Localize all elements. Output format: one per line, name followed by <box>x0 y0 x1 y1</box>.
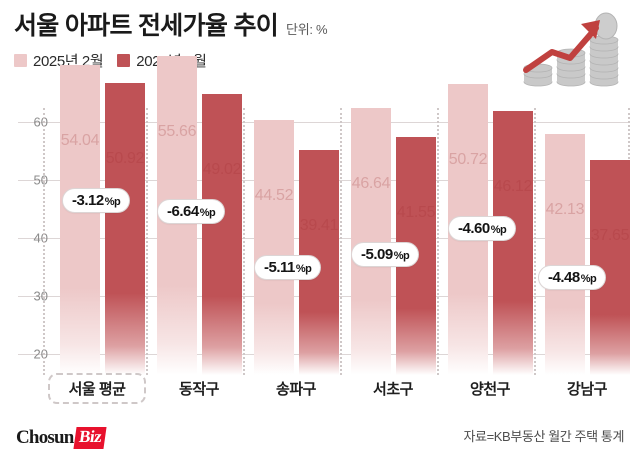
delta-value: -5.09 <box>361 246 393 263</box>
ytick-label-30: 30 <box>33 288 48 304</box>
value-label-2025-송파구: 44.52 <box>254 187 294 204</box>
bar-fill <box>545 134 585 375</box>
value-label-2026-서초구: 41.55 <box>396 204 436 221</box>
category-separator <box>146 108 148 375</box>
title-row: 서울 아파트 전세가율 추이 단위: % <box>14 12 328 40</box>
chosunbiz-logo: Chosun Biz <box>16 427 107 449</box>
delta-value: -5.11 <box>264 259 295 276</box>
value-label-2025-동작구: 55.66 <box>157 123 197 140</box>
delta-value: -4.48 <box>548 269 580 286</box>
bar-fill <box>493 111 533 375</box>
bar-fill <box>202 94 242 375</box>
category-separator <box>534 108 536 375</box>
category-separator <box>43 108 45 375</box>
bar-fill <box>254 120 294 375</box>
value-label-2026-송파구: 39.41 <box>299 217 339 234</box>
bar-2026-양천구 <box>493 111 533 375</box>
delta-unit: %p <box>104 196 121 208</box>
delta-badge-서초구: -5.09 %p <box>351 242 420 267</box>
category-label-양천구: 양천구 <box>470 381 510 398</box>
category-label-서울평균: 서울 평균 <box>48 373 146 404</box>
bar-fill <box>105 83 145 375</box>
category-label-송파구: 송파구 <box>276 381 316 398</box>
category-label-강남구: 강남구 <box>567 381 607 398</box>
delta-badge-양천구: -4.60 %p <box>448 216 517 241</box>
logo-text-biz: Biz <box>72 427 107 449</box>
bar-fill <box>351 108 391 375</box>
ytick-label-50: 50 <box>33 172 48 188</box>
coin-stack-growth-arrow-icon <box>523 12 619 87</box>
delta-badge-송파구: -5.11 %p <box>254 255 322 280</box>
value-label-2025-양천구: 50.72 <box>448 151 488 168</box>
value-label-2026-동작구: 49.02 <box>202 161 242 178</box>
source-label: 자료=KB부동산 월간 주택 통계 <box>463 429 624 444</box>
category-label-동작구: 동작구 <box>179 381 219 398</box>
value-label-2026-서울평균: 50.92 <box>105 150 145 167</box>
ytick-label-40: 40 <box>33 230 48 246</box>
delta-value: -4.60 <box>458 220 490 237</box>
value-label-2025-서울평균: 54.04 <box>60 132 100 149</box>
bar-2026-서울평균 <box>105 83 145 375</box>
bar-2025-서초구 <box>351 108 391 375</box>
bar-2025-송파구 <box>254 120 294 375</box>
bar-fill <box>60 65 100 375</box>
bar-2025-강남구 <box>545 134 585 375</box>
legend-swatch-icon <box>14 54 27 67</box>
bar-2026-동작구 <box>202 94 242 375</box>
logo-text-chosun: Chosun <box>16 427 74 448</box>
ytick-label-60: 60 <box>33 114 48 130</box>
category-label-서초구: 서초구 <box>373 381 413 398</box>
delta-badge-동작구: -6.64 %p <box>157 199 226 224</box>
delta-badge-서울평균: -3.12 %p <box>62 188 131 213</box>
delta-unit: %p <box>199 207 216 219</box>
delta-value: -6.64 <box>167 203 199 220</box>
bar-2025-서울평균 <box>60 65 100 375</box>
category-separator <box>243 108 245 375</box>
ytick-label-20: 20 <box>33 346 48 362</box>
delta-unit: %p <box>580 273 597 285</box>
value-label-2026-양천구: 46.12 <box>493 178 533 195</box>
category-separator <box>437 108 439 375</box>
value-label-2026-강남구: 37.65 <box>590 227 630 244</box>
delta-unit: %p <box>295 263 312 275</box>
chart-footer: Chosun Biz 자료=KB부동산 월간 주택 통계 <box>0 413 640 465</box>
delta-value: -3.12 <box>72 192 104 209</box>
page-title: 서울 아파트 전세가율 추이 <box>14 12 279 40</box>
delta-unit: %p <box>490 224 507 236</box>
unit-label: 단위: % <box>286 22 328 37</box>
value-label-2025-강남구: 42.13 <box>545 201 585 218</box>
delta-badge-강남구: -4.48 %p <box>538 265 607 290</box>
delta-unit: %p <box>393 250 410 262</box>
legend-swatch-icon <box>117 54 131 67</box>
category-separator <box>340 108 342 375</box>
value-label-2025-서초구: 46.64 <box>351 175 391 192</box>
